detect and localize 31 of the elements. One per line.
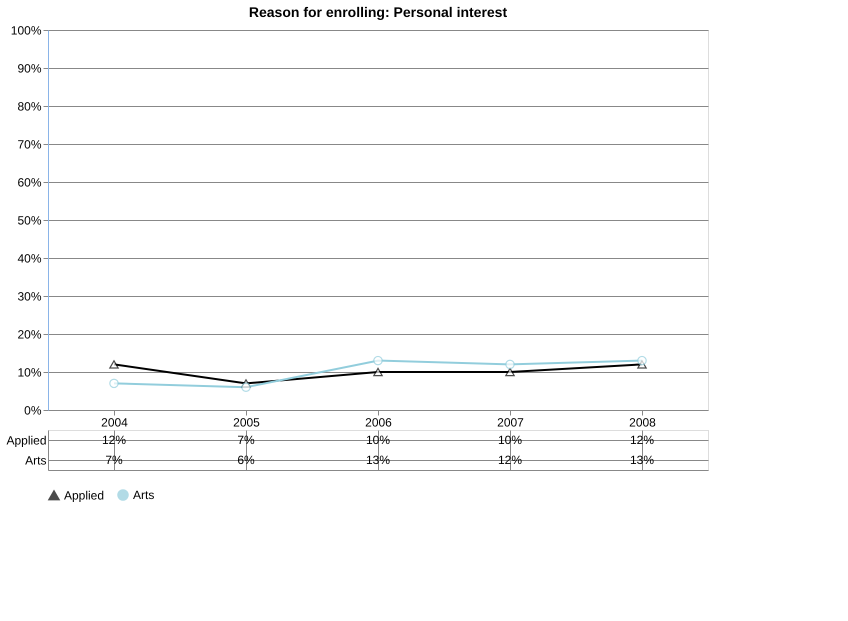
legend-label: Applied: [64, 488, 104, 502]
x-tick-label: 2005: [233, 416, 260, 430]
legend-label: Arts: [133, 488, 154, 502]
text: Arts: [25, 454, 46, 468]
data-label: 12%: [630, 433, 654, 447]
y-tick-label: 0%: [24, 404, 42, 418]
x-tick-label: 2008: [629, 416, 656, 430]
data-label: 10%: [498, 433, 522, 447]
y-tick-label: 40%: [17, 252, 42, 266]
chart-title: Reason for enrolling: Personal interest: [248, 4, 508, 20]
data-label: 6%: [237, 453, 255, 467]
data-label: 12%: [102, 433, 126, 447]
data-label: 10%: [366, 433, 390, 447]
data-label: 7%: [237, 433, 255, 447]
x-tick-label: 2006: [365, 416, 392, 430]
y-tick-label: 70%: [17, 138, 42, 152]
y-tick-label: 30%: [17, 290, 42, 304]
data-label: 12%: [498, 453, 522, 467]
y-tick-label: 60%: [17, 176, 42, 190]
data-label: 13%: [366, 453, 390, 467]
y-tick-label: 50%: [17, 214, 42, 228]
data-label: 13%: [630, 453, 654, 467]
data-label: 7%: [105, 453, 123, 467]
x-tick-label: 2007: [497, 416, 524, 430]
y-tick-label: 20%: [17, 328, 42, 342]
y-tick-label: 90%: [17, 62, 42, 76]
y-tick-label: 100%: [10, 24, 42, 38]
y-tick-label: 80%: [17, 100, 42, 114]
y-tick-label: 10%: [17, 366, 42, 380]
text: Applied: [6, 434, 46, 448]
x-tick-label: 2004: [101, 416, 128, 430]
